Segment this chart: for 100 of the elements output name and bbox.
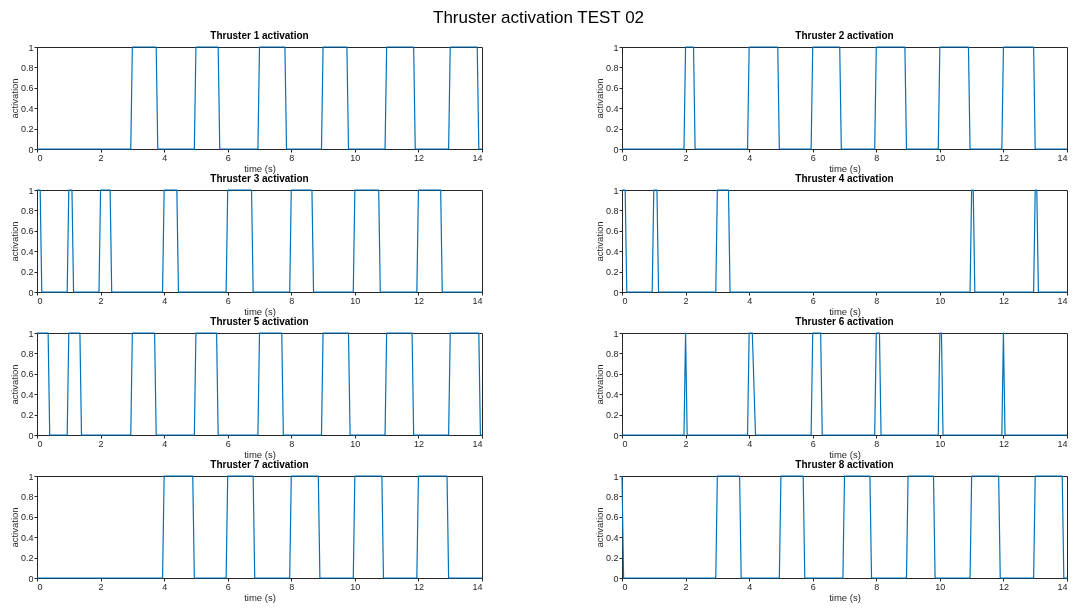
x-tick-label: 14 xyxy=(1057,581,1068,592)
y-tick-label: 0.4 xyxy=(20,246,34,257)
x-tick-label: 14 xyxy=(1057,152,1068,163)
x-tick-label: 14 xyxy=(1057,438,1068,449)
x-tick-label: 4 xyxy=(747,295,753,306)
y-tick-label: 1 xyxy=(613,328,619,339)
x-tick-label: 0 xyxy=(622,295,628,306)
x-tick-label: 14 xyxy=(472,438,483,449)
x-tick-label: 6 xyxy=(810,295,816,306)
x-tick-label: 10 xyxy=(350,295,361,306)
x-tick-label: 2 xyxy=(683,581,689,592)
x-tick-label: 0 xyxy=(622,581,628,592)
x-tick-label: 14 xyxy=(472,295,483,306)
y-tick-label: 0 xyxy=(613,430,619,441)
y-tick-label: 0.2 xyxy=(605,553,619,564)
x-tick-label: 2 xyxy=(98,581,104,592)
x-axis-title: time (s) xyxy=(829,448,861,460)
x-tick-label: 6 xyxy=(810,152,816,163)
y-axis-title: activation xyxy=(8,221,20,262)
x-tick-label: 10 xyxy=(935,438,946,449)
y-tick-label: 1 xyxy=(613,42,619,53)
chart-title: Thruster 4 activation xyxy=(795,173,894,184)
chart-title: Thruster 1 activation xyxy=(210,30,309,41)
x-tick-label: 6 xyxy=(225,581,231,592)
x-tick-label: 0 xyxy=(37,438,43,449)
y-tick-label: 0.6 xyxy=(20,512,34,523)
y-tick-label: 0.8 xyxy=(20,205,34,216)
x-tick-label: 12 xyxy=(998,152,1009,163)
x-tick-label: 8 xyxy=(874,581,880,592)
x-tick-label: 12 xyxy=(413,295,424,306)
chart-title: Thruster 5 activation xyxy=(210,316,309,327)
x-axis-title: time (s) xyxy=(244,591,276,603)
x-tick-label: 4 xyxy=(162,438,168,449)
x-tick-label: 2 xyxy=(98,152,104,163)
y-tick-label: 0.4 xyxy=(20,532,34,543)
chart-title: Thruster 3 activation xyxy=(210,173,309,184)
x-tick-label: 8 xyxy=(289,152,295,163)
x-tick-label: 12 xyxy=(998,295,1009,306)
y-tick-label: 1 xyxy=(28,328,34,339)
y-tick-label: 0.4 xyxy=(605,103,619,114)
y-tick-label: 1 xyxy=(613,471,619,482)
y-tick-label: 0.2 xyxy=(20,410,34,421)
y-tick-label: 0.6 xyxy=(20,83,34,94)
y-tick-label: 0.8 xyxy=(20,491,34,502)
y-tick-label: 0.6 xyxy=(605,83,619,94)
y-tick-label: 0.2 xyxy=(20,124,34,135)
x-tick-label: 10 xyxy=(350,152,361,163)
y-tick-label: 0.6 xyxy=(20,226,34,237)
x-tick-label: 14 xyxy=(1057,295,1068,306)
y-axis-title: activation xyxy=(593,507,605,548)
x-tick-label: 10 xyxy=(350,581,361,592)
x-axis-title: time (s) xyxy=(829,162,861,174)
x-tick-label: 0 xyxy=(37,152,43,163)
y-tick-label: 1 xyxy=(28,185,34,196)
y-axis-title: activation xyxy=(8,78,20,119)
x-tick-label: 2 xyxy=(98,438,104,449)
x-tick-label: 12 xyxy=(413,581,424,592)
y-tick-label: 0.6 xyxy=(20,369,34,380)
y-tick-label: 0.4 xyxy=(605,246,619,257)
y-tick-label: 0.2 xyxy=(20,267,34,278)
x-tick-label: 6 xyxy=(810,581,816,592)
x-axis-title: time (s) xyxy=(829,591,861,603)
y-tick-label: 0.2 xyxy=(605,124,619,135)
x-tick-label: 8 xyxy=(289,295,295,306)
y-tick-label: 0.8 xyxy=(20,62,34,73)
chart-title: Thruster 7 activation xyxy=(210,459,309,470)
y-tick-label: 0 xyxy=(613,144,619,155)
x-tick-label: 2 xyxy=(683,295,689,306)
x-tick-label: 6 xyxy=(810,438,816,449)
y-tick-label: 1 xyxy=(28,42,34,53)
x-tick-label: 6 xyxy=(225,152,231,163)
x-tick-label: 10 xyxy=(350,438,361,449)
x-tick-label: 10 xyxy=(935,152,946,163)
x-tick-label: 4 xyxy=(162,581,168,592)
y-axis-title: activation xyxy=(593,78,605,119)
x-tick-label: 0 xyxy=(622,438,628,449)
x-tick-label: 10 xyxy=(935,581,946,592)
y-tick-label: 0.8 xyxy=(605,348,619,359)
y-tick-label: 0 xyxy=(28,144,34,155)
y-tick-label: 0.6 xyxy=(605,226,619,237)
y-tick-label: 0.4 xyxy=(605,532,619,543)
x-tick-label: 8 xyxy=(874,295,880,306)
y-tick-label: 0.2 xyxy=(20,553,34,564)
chart-title: Thruster 8 activation xyxy=(795,459,894,470)
x-tick-label: 2 xyxy=(683,152,689,163)
y-tick-label: 0.4 xyxy=(605,389,619,400)
y-tick-label: 0.2 xyxy=(605,410,619,421)
y-axis-title: activation xyxy=(8,364,20,405)
x-tick-label: 4 xyxy=(162,152,168,163)
x-tick-label: 8 xyxy=(289,438,295,449)
y-axis-title: activation xyxy=(593,364,605,405)
x-tick-label: 0 xyxy=(37,295,43,306)
x-tick-label: 12 xyxy=(413,438,424,449)
x-axis-title: time (s) xyxy=(244,448,276,460)
x-tick-label: 4 xyxy=(162,295,168,306)
y-tick-label: 0.8 xyxy=(605,491,619,502)
x-tick-label: 6 xyxy=(225,438,231,449)
x-tick-label: 14 xyxy=(472,152,483,163)
y-tick-label: 0.8 xyxy=(605,205,619,216)
x-tick-label: 2 xyxy=(683,438,689,449)
